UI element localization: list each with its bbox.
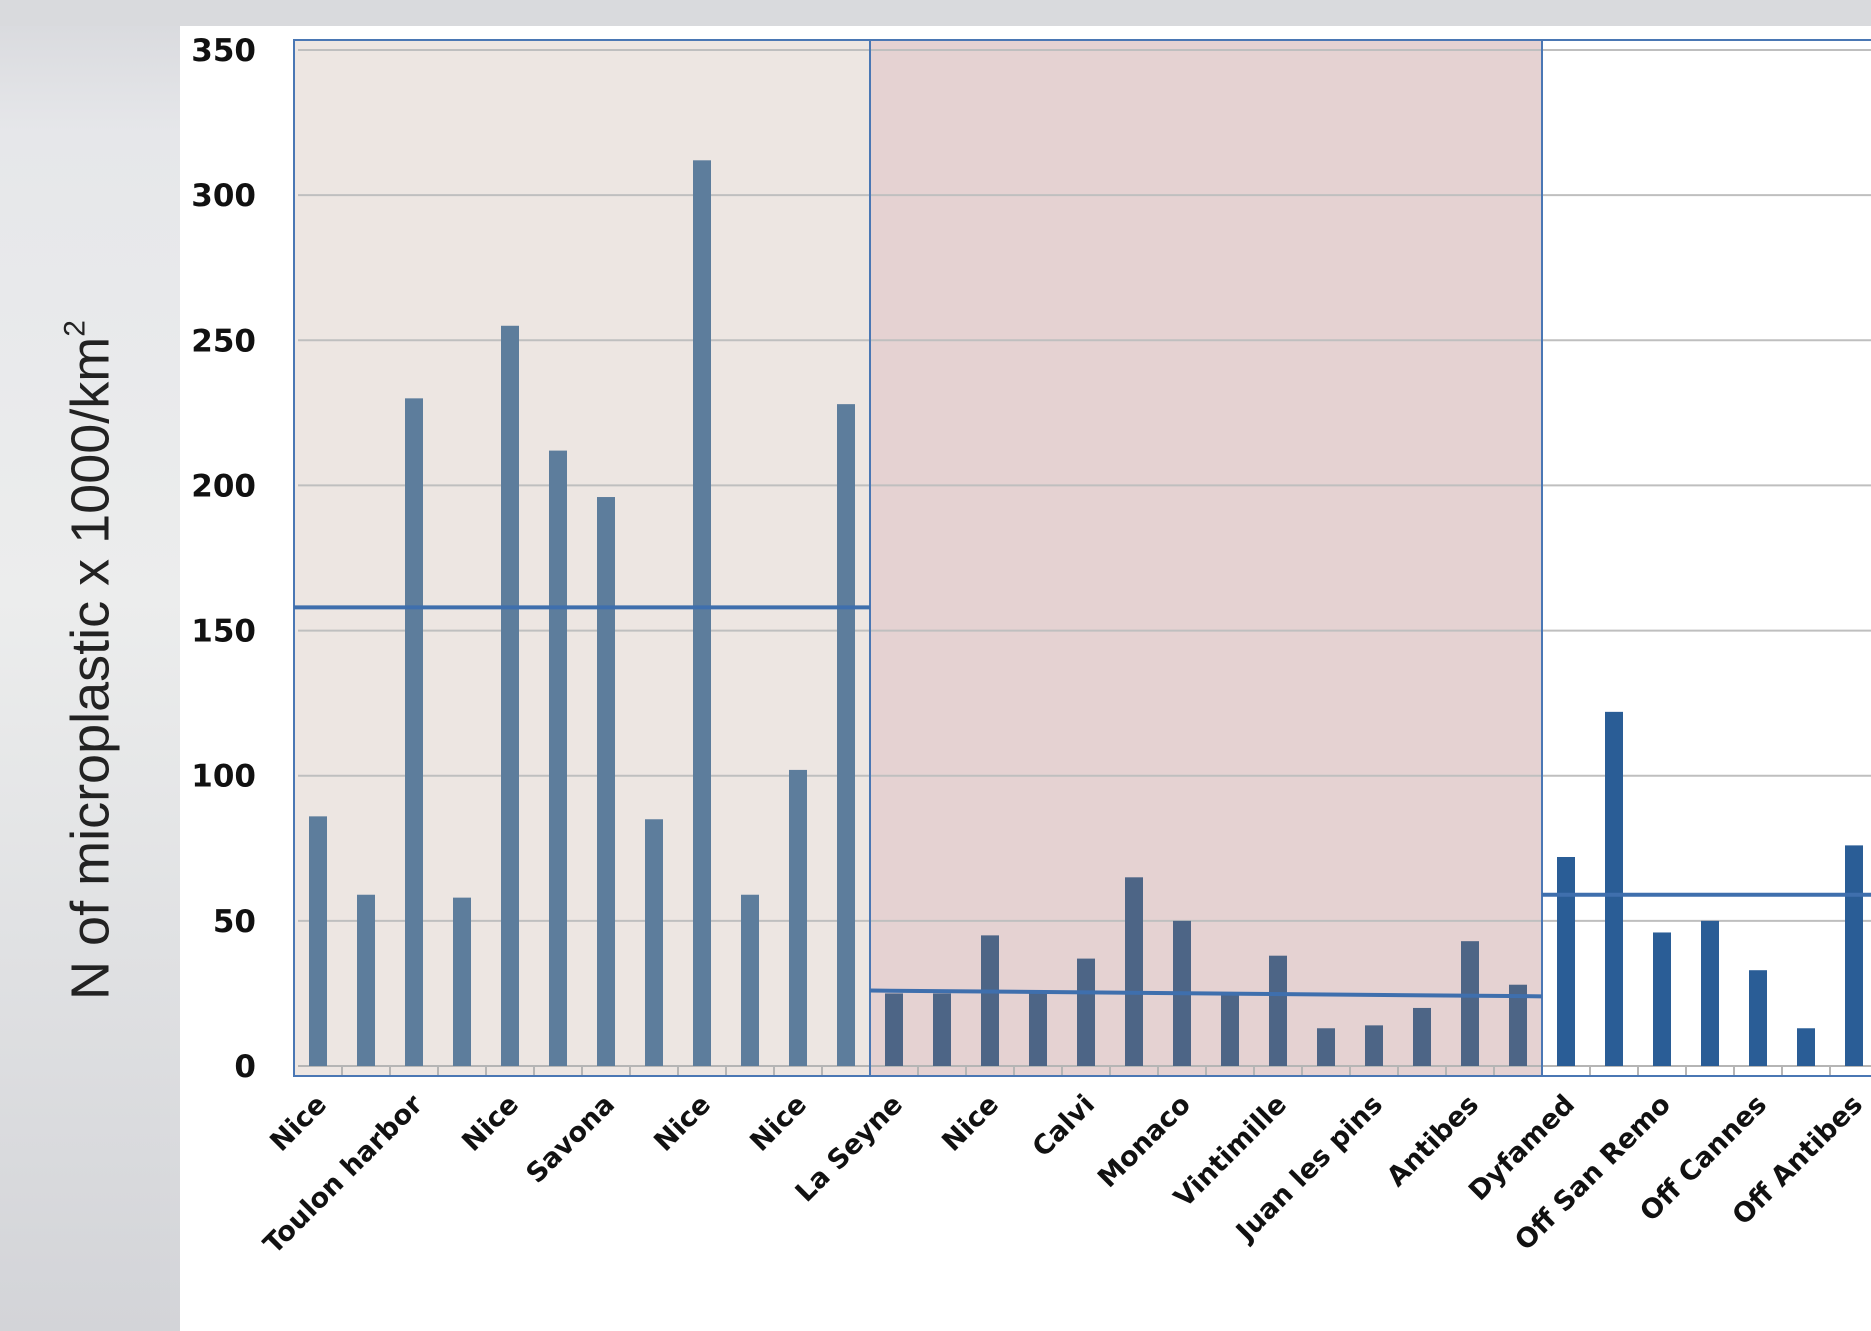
- y-tick-label: 250: [191, 323, 256, 359]
- group-background-coastal-low: [870, 40, 1542, 1076]
- bar: [1029, 990, 1047, 1066]
- bar: [933, 993, 951, 1066]
- bar: [1797, 1028, 1815, 1066]
- bar: [1509, 984, 1527, 1066]
- bar: [1653, 932, 1671, 1066]
- bar: [1365, 1025, 1383, 1066]
- y-tick-label: 200: [191, 468, 256, 504]
- bar: [741, 894, 759, 1066]
- bar: [453, 897, 471, 1066]
- y-tick-label: 50: [213, 904, 256, 940]
- group-background-coastal-high: [294, 40, 870, 1076]
- bar: [501, 325, 519, 1066]
- x-category-label: Nice: [648, 1089, 717, 1158]
- bar: [309, 816, 327, 1066]
- bar: [1077, 958, 1095, 1066]
- y-tick-label: 0: [234, 1049, 256, 1085]
- bar: [981, 935, 999, 1066]
- bar: [1125, 877, 1143, 1066]
- y-tick-label: 150: [191, 614, 256, 650]
- bar: [549, 450, 567, 1066]
- bar: [405, 398, 423, 1066]
- bar: [1845, 845, 1863, 1066]
- bar: [1557, 856, 1575, 1066]
- x-category-label: Toulon harbor: [258, 1089, 430, 1261]
- top-background-band: [0, 0, 1871, 26]
- bar: [645, 819, 663, 1066]
- left-background-band: [0, 0, 180, 1331]
- bar: [357, 894, 375, 1066]
- bar: [597, 497, 615, 1066]
- bar: [1701, 920, 1719, 1066]
- bar: [693, 160, 711, 1066]
- bar: [837, 404, 855, 1066]
- bar: [1269, 955, 1287, 1066]
- group-border-offshore: [1541, 39, 1871, 1077]
- x-category-label: Nice: [936, 1089, 1005, 1158]
- bar: [1605, 711, 1623, 1066]
- bar: [789, 769, 807, 1066]
- mean-line-coastal-low: [869, 988, 1543, 999]
- group-background-offshore: [1542, 40, 1871, 1076]
- x-category-label: Savona: [520, 1089, 621, 1190]
- bar: [1413, 1007, 1431, 1066]
- x-category-label: Nice: [744, 1089, 813, 1158]
- x-category-label: Calvi: [1027, 1089, 1101, 1163]
- y-tick-label: 100: [191, 759, 256, 795]
- bar: [1221, 993, 1239, 1066]
- bar: [1461, 941, 1479, 1066]
- x-category-label: Nice: [456, 1089, 525, 1158]
- x-category-label: Nice: [264, 1089, 333, 1158]
- y-tick-label: 350: [191, 33, 256, 69]
- bar: [885, 993, 903, 1066]
- y-tick-label: 300: [191, 178, 256, 214]
- bar: [1749, 970, 1767, 1066]
- bar: [1317, 1028, 1335, 1066]
